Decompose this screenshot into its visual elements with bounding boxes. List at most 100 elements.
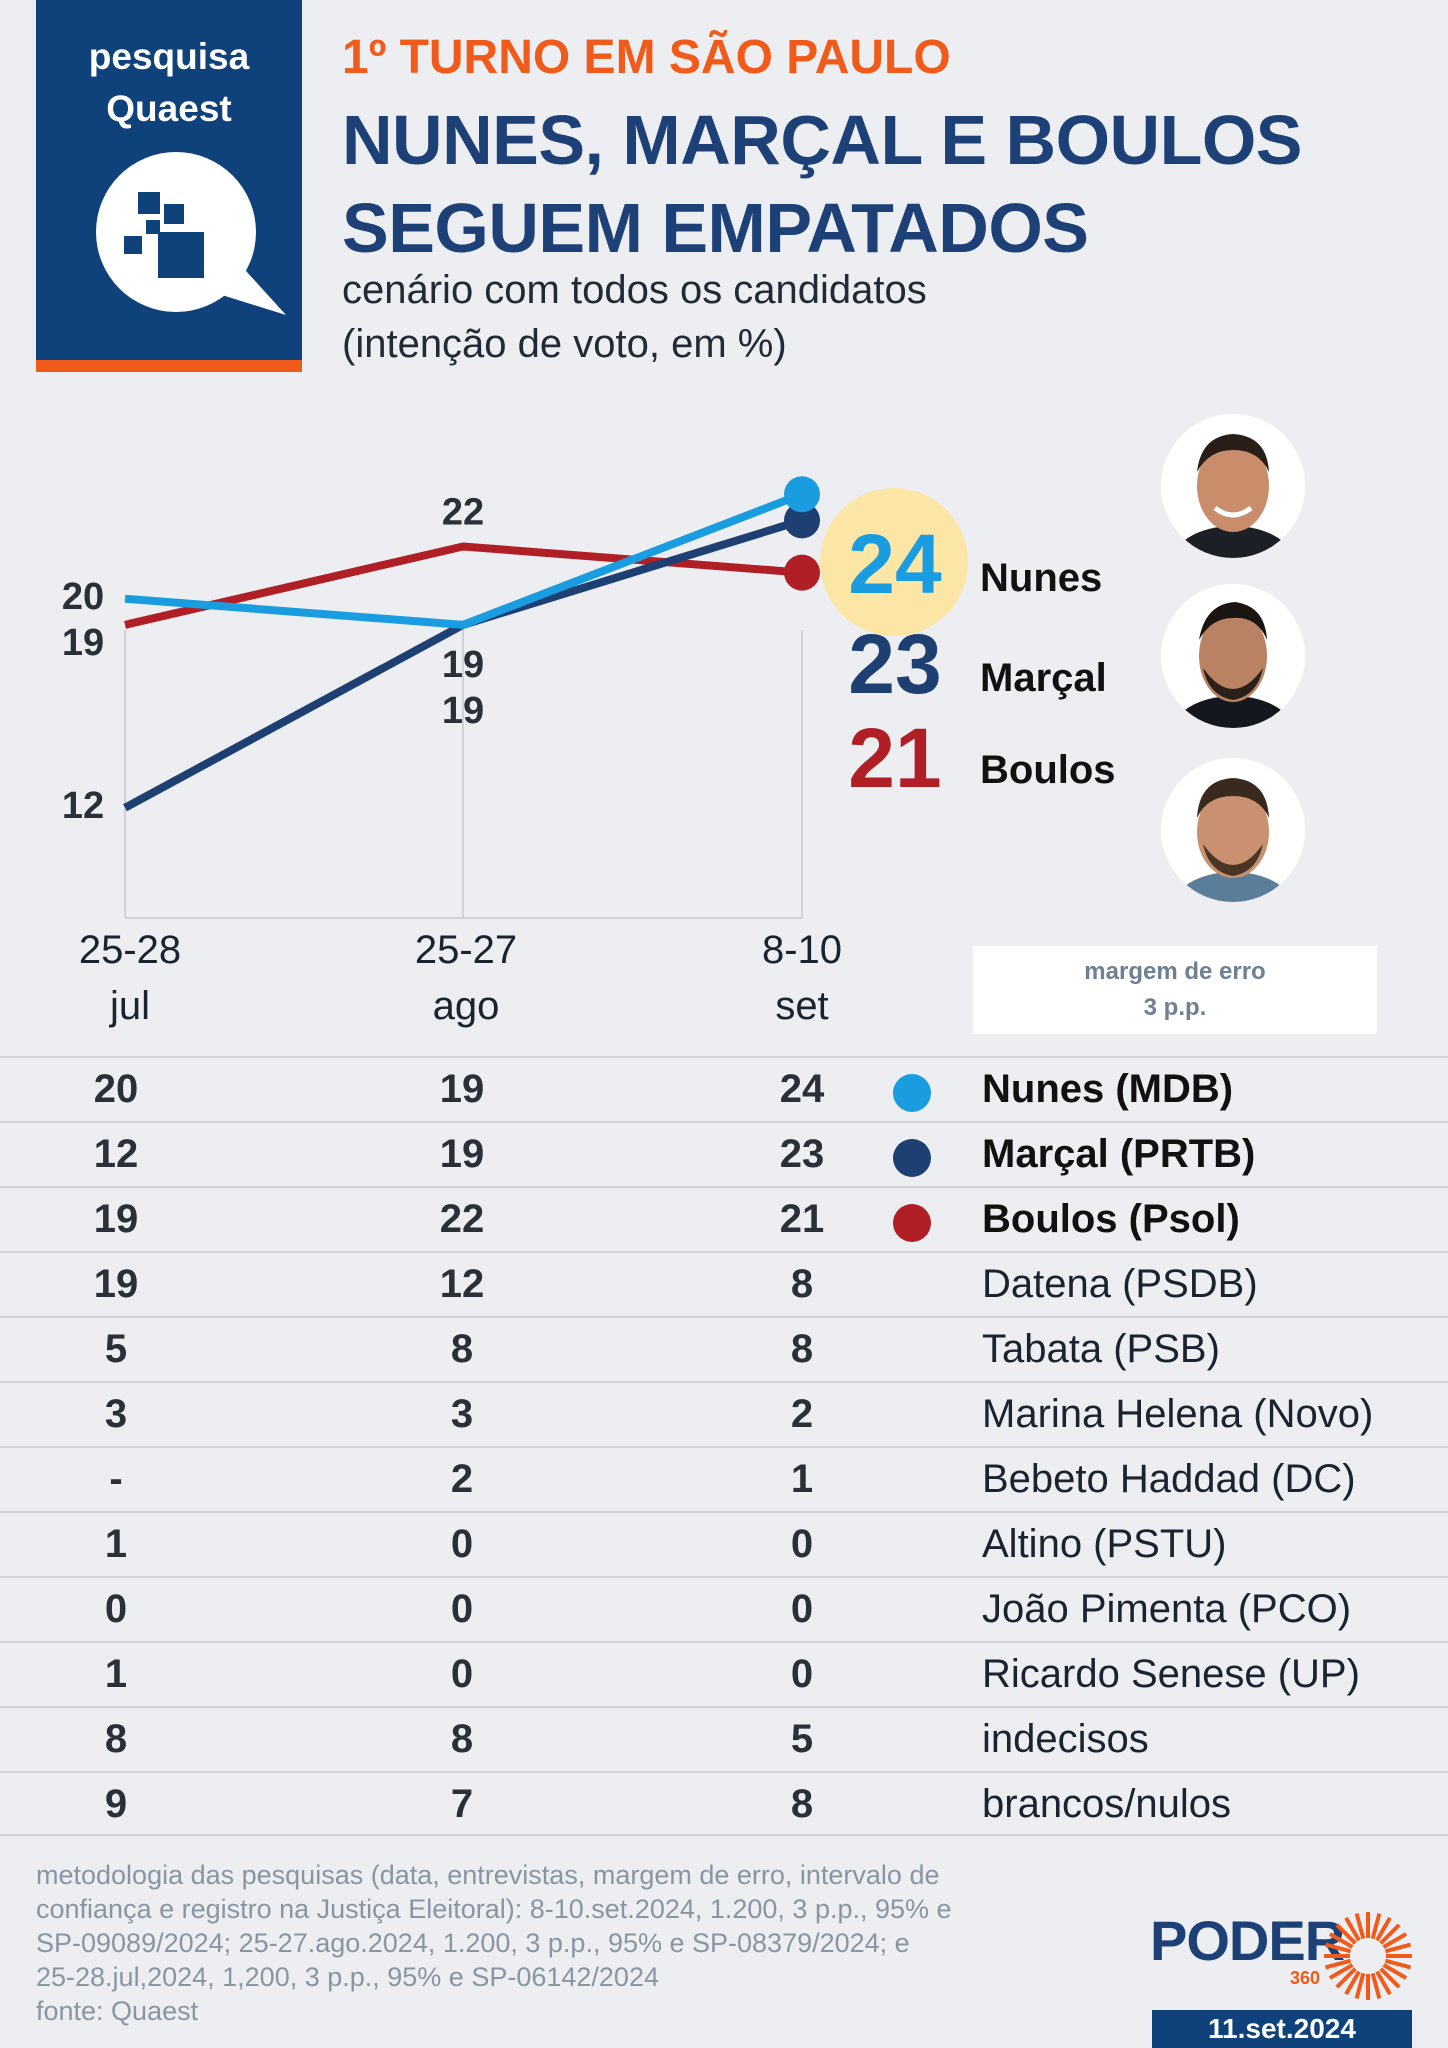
table-row: 8 8 5 indecisos [0,1706,1448,1771]
table-cell-jul: - [109,1457,123,1501]
table-cell-jul: 12 [93,1132,139,1176]
portrait-marcal [1161,584,1305,728]
table-cell-candidate: brancos/nulos [982,1782,1232,1826]
sun-ray [1354,1972,1366,2000]
table-row: 19 12 8 Datena (PSDB) [0,1251,1448,1316]
legend-dot [893,1074,931,1112]
sun-ray [1335,1923,1357,1945]
margin-label: margem de erro [1084,958,1266,985]
table-cell-jul: 19 [93,1262,139,1306]
table-cell-ago: 0 [450,1522,474,1566]
table-cell-set: 5 [790,1717,814,1761]
table-cell-candidate: João Pimenta (PCO) [982,1587,1352,1631]
table-cell-ago: 22 [439,1197,485,1241]
table-cell-set: 2 [790,1392,814,1436]
table-cell-set: 24 [779,1067,825,1111]
end-marker-marçal [784,502,820,539]
table-row: 9 7 8 brancos/nulos [0,1771,1448,1836]
highlight-value-boulos: 21 [848,711,942,805]
table-cell-candidate: Tabata (PSB) [982,1327,1220,1371]
subtitle-line-2: (intenção de voto, em %) [342,322,787,366]
highlight-halo [820,488,968,636]
table-cell-candidate: Marçal (PRTB) [982,1132,1256,1176]
highlight-name-marcal: Marçal [980,656,1107,700]
table-cell-candidate: Marina Helena (Novo) [982,1392,1374,1436]
x-label-jul: 25-28 jul [78,928,182,1028]
methodology-line-3: 25-28.jul,2024, 1,200, 3 p.p., 95% e SP-… [36,1962,659,1992]
table-cell-jul: 9 [104,1782,128,1826]
table-cell-ago: 8 [450,1327,474,1371]
sun-ray [1379,1967,1401,1989]
end-marker-boulos [784,554,820,591]
table-row: 3 3 2 Marina Helena (Novo) [0,1381,1448,1446]
x-label-set: 8-10 set [761,928,843,1028]
table-cell-set: 8 [790,1782,814,1826]
sun-ray [1344,1970,1361,1996]
quaest-bubble-icon [96,152,286,315]
table-cell-ago: 12 [439,1262,485,1306]
table-cell-ago: 0 [450,1652,474,1696]
results-table: 20 19 24 Nunes (MDB) 12 19 23 Marçal (PRTB) 19 22… [0,1056,1448,1836]
table-cell-ago: 0 [450,1587,474,1631]
poder360-suffix: 360 [1290,1968,1321,1988]
poder360-logo: PODER [1150,1909,1345,1972]
table-row: - 2 1 Bebeto Haddad (DC) [0,1446,1448,1511]
table-cell-jul: 19 [93,1197,139,1241]
sun-ray [1375,1970,1392,1996]
methodology-line-2: SP-09089/2024; 25-27.ago.2024, 1.200, 3 … [36,1928,910,1958]
table-cell-candidate: Boulos (Psol) [982,1197,1240,1241]
subtitle-line-1: cenário com todos os candidatos [342,268,927,312]
table-cell-set: 23 [779,1132,825,1176]
sun-ray [1328,1963,1354,1980]
highlight-value-marcal: 23 [848,617,942,711]
logo-line-2: Quaest [106,88,232,129]
methodology-line-1: confiança e registro na Justiça Eleitora… [36,1894,952,1924]
sun-ray [1324,1942,1352,1954]
data-label-2: 12 [62,785,104,827]
headline-line-1: NUNES, MARÇAL E BOULOS [342,101,1302,179]
sun-ray [1384,1958,1412,1970]
highlight-value-nunes: 24 [848,517,942,611]
sun-ray [1324,1958,1352,1970]
sun-ray [1335,1967,1357,1989]
table-cell-set: 21 [779,1197,825,1241]
table-cell-jul: 3 [104,1392,128,1436]
sun-ray [1354,1912,1366,1940]
data-label-0: 20 [62,576,104,618]
legend-dot [893,1139,931,1177]
table-cell-candidate: Nunes (MDB) [982,1067,1234,1111]
table-cell-candidate: Datena (PSDB) [982,1262,1258,1306]
table-cell-set: 0 [790,1522,814,1566]
table-cell-jul: 5 [104,1327,128,1371]
margin-of-error-box: margem de erro 3 p.p. [973,946,1377,1034]
table-row: 19 22 21 Boulos (Psol) [0,1186,1448,1251]
portrait-nunes [1161,414,1305,558]
sun-ray [1382,1963,1408,1980]
data-label-5: 19 [442,690,484,732]
end-marker-nunes [784,476,820,513]
table-cell-jul: 20 [93,1067,139,1111]
table-cell-ago: 3 [450,1392,474,1436]
table-cell-ago: 7 [450,1782,474,1826]
table-cell-set: 0 [790,1587,814,1631]
table-cell-candidate: indecisos [982,1717,1149,1761]
table-cell-candidate: Bebeto Haddad (DC) [982,1457,1356,1501]
sun-ray [1370,1912,1382,1940]
table-cell-jul: 1 [104,1652,128,1696]
data-label-4: 19 [442,644,484,686]
highlight-name-boulos: Boulos [980,748,1116,792]
table-cell-jul: 1 [104,1522,128,1566]
sun-ray [1344,1916,1361,1942]
table-cell-candidate: Altino (PSTU) [982,1522,1227,1566]
sun-ray [1375,1916,1392,1942]
table-cell-candidate: Ricardo Senese (UP) [982,1652,1360,1696]
methodology-line-0: metodologia das pesquisas (data, entrevi… [36,1860,940,1890]
sun-ray [1382,1932,1408,1949]
table-cell-set: 1 [790,1457,814,1501]
methodology-line-4: fonte: Quaest [36,1996,199,2026]
data-label-1: 19 [62,622,104,664]
sun-ray [1328,1932,1354,1949]
x-label-ago: 25-27 ago [414,928,518,1028]
data-label-3: 22 [442,492,484,534]
table-cell-jul: 8 [104,1717,128,1761]
